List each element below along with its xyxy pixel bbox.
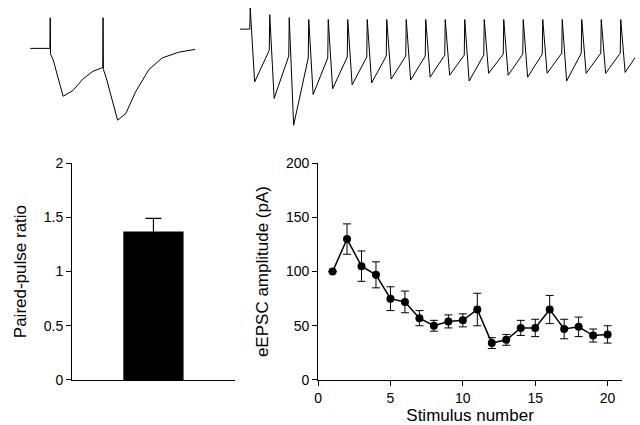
svg-text:0: 0 bbox=[301, 372, 309, 388]
svg-text:100: 100 bbox=[286, 263, 310, 279]
svg-text:Stimulus number: Stimulus number bbox=[406, 406, 534, 425]
svg-text:15: 15 bbox=[527, 390, 543, 406]
svg-text:eEPSC amplitude (pA): eEPSC amplitude (pA) bbox=[253, 186, 272, 357]
svg-text:0: 0 bbox=[55, 372, 63, 388]
svg-text:2: 2 bbox=[55, 155, 63, 171]
svg-text:0.5: 0.5 bbox=[44, 318, 64, 334]
svg-text:5: 5 bbox=[387, 390, 395, 406]
svg-text:50: 50 bbox=[294, 318, 310, 334]
svg-text:1: 1 bbox=[55, 263, 63, 279]
svg-text:0: 0 bbox=[314, 390, 322, 406]
svg-text:150: 150 bbox=[286, 209, 310, 225]
svg-text:10: 10 bbox=[455, 390, 471, 406]
svg-text:200: 200 bbox=[286, 155, 310, 171]
svg-text:Paired-pulse ratio: Paired-pulse ratio bbox=[11, 205, 30, 338]
svg-text:1.5: 1.5 bbox=[44, 209, 64, 225]
svg-text:20: 20 bbox=[600, 390, 616, 406]
